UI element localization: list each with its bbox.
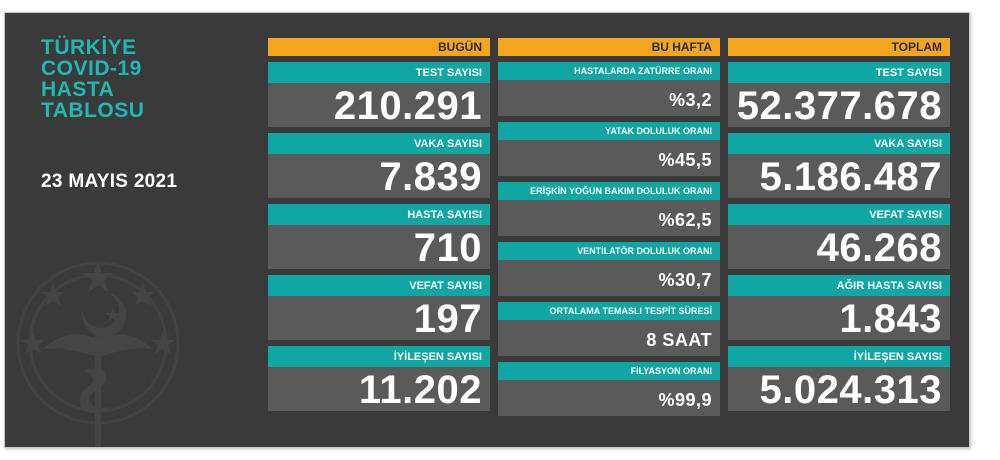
stat-value: 197	[413, 297, 482, 341]
ministry-of-health-emblem-icon	[16, 261, 180, 447]
stat-label: ORTALAMA TEMASLI TESPİT SÜRESİ	[498, 302, 720, 320]
stat-label: ERİŞKİN YOĞUN BAKIM DOLULUK ORANI	[498, 182, 720, 200]
stat-value: %30,7	[658, 270, 712, 290]
total-column: TOPLAM TEST SAYISI 52.377.678 VAKA SAYIS…	[728, 38, 950, 417]
stat-value: 8 SAAT	[646, 330, 712, 350]
stat-card-icu-occupancy: ERİŞKİN YOĞUN BAKIM DOLULUK ORANI %62,5	[498, 182, 720, 236]
today-header: BUGÜN	[268, 38, 490, 56]
stat-label: VEFAT SAYISI	[268, 275, 490, 296]
stat-value: %3,2	[668, 90, 712, 110]
stat-card-today-deaths: VEFAT SAYISI 197	[268, 275, 490, 341]
stat-card-pneumonia-rate: HASTALARDA ZATÜRRE ORANI %3,2	[498, 62, 720, 116]
stat-card-bed-occupancy: YATAK DOLULUK ORANI %45,5	[498, 122, 720, 176]
stat-card-ventilator-occupancy: VENTİLATÖR DOLULUK ORANI %30,7	[498, 242, 720, 296]
stat-value: 52.377.678	[736, 84, 942, 128]
stat-card-total-tests: TEST SAYISI 52.377.678	[728, 62, 950, 128]
stat-value: 1.843	[839, 297, 942, 341]
stat-label: VENTİLATÖR DOLULUK ORANI	[498, 242, 720, 260]
stat-card-today-recovered: İYİLEŞEN SAYISI 11.202	[268, 346, 490, 412]
stat-label: VAKA SAYISI	[268, 133, 490, 154]
stat-label: İYİLEŞEN SAYISI	[728, 346, 950, 367]
stat-label: AĞIR HASTA SAYISI	[728, 275, 950, 296]
week-column: BU HAFTA HASTALARDA ZATÜRRE ORANI %3,2 Y…	[498, 38, 720, 422]
stat-label: HASTA SAYISI	[268, 204, 490, 225]
stat-value: 5.024.313	[759, 368, 942, 412]
page-title: TÜRKİYE COVID-19 HASTA TABLOSU	[41, 37, 144, 121]
stat-label: İYİLEŞEN SAYISI	[268, 346, 490, 367]
stat-value: %45,5	[658, 150, 712, 170]
stat-value: 11.202	[358, 368, 482, 412]
title-line: HASTA	[41, 78, 115, 101]
stat-card-total-critical: AĞIR HASTA SAYISI 1.843	[728, 275, 950, 341]
title-line: TÜRKİYE	[41, 36, 137, 59]
stat-label: VAKA SAYISI	[728, 133, 950, 154]
stat-label: TEST SAYISI	[268, 62, 490, 83]
stat-value: 5.186.487	[759, 155, 942, 199]
today-column: BUGÜN TEST SAYISI 210.291 VAKA SAYISI 7.…	[268, 38, 490, 417]
stat-label: VEFAT SAYISI	[728, 204, 950, 225]
stat-label: YATAK DOLULUK ORANI	[498, 122, 720, 140]
stat-value: 46.268	[816, 226, 942, 270]
title-line: COVID-19	[41, 57, 142, 80]
stat-card-total-deaths: VEFAT SAYISI 46.268	[728, 204, 950, 270]
stat-card-total-recovered: İYİLEŞEN SAYISI 5.024.313	[728, 346, 950, 412]
week-header: BU HAFTA	[498, 38, 720, 56]
stat-card-today-cases: VAKA SAYISI 7.839	[268, 133, 490, 199]
stat-card-today-tests: TEST SAYISI 210.291	[268, 62, 490, 128]
title-line: TABLOSU	[41, 99, 145, 122]
covid-table-board: TÜRKİYE COVID-19 HASTA TABLOSU 23 MAYIS …	[4, 12, 970, 448]
stat-label: HASTALARDA ZATÜRRE ORANI	[498, 62, 720, 80]
stat-card-filiation-rate: FİLYASYON ORANI %99,9	[498, 362, 720, 416]
stat-value: %62,5	[658, 210, 712, 230]
stat-value: 7.839	[379, 155, 482, 199]
report-date: 23 MAYIS 2021	[41, 171, 178, 192]
stat-value: 710	[413, 226, 482, 270]
stat-value: %99,9	[658, 390, 712, 410]
stat-value: 210.291	[333, 84, 482, 128]
stat-card-today-patients: HASTA SAYISI 710	[268, 204, 490, 270]
stat-label: FİLYASYON ORANI	[498, 362, 720, 380]
total-header: TOPLAM	[728, 38, 950, 56]
stat-card-contact-detection-time: ORTALAMA TEMASLI TESPİT SÜRESİ 8 SAAT	[498, 302, 720, 356]
stat-label: TEST SAYISI	[728, 62, 950, 83]
stat-card-total-cases: VAKA SAYISI 5.186.487	[728, 133, 950, 199]
